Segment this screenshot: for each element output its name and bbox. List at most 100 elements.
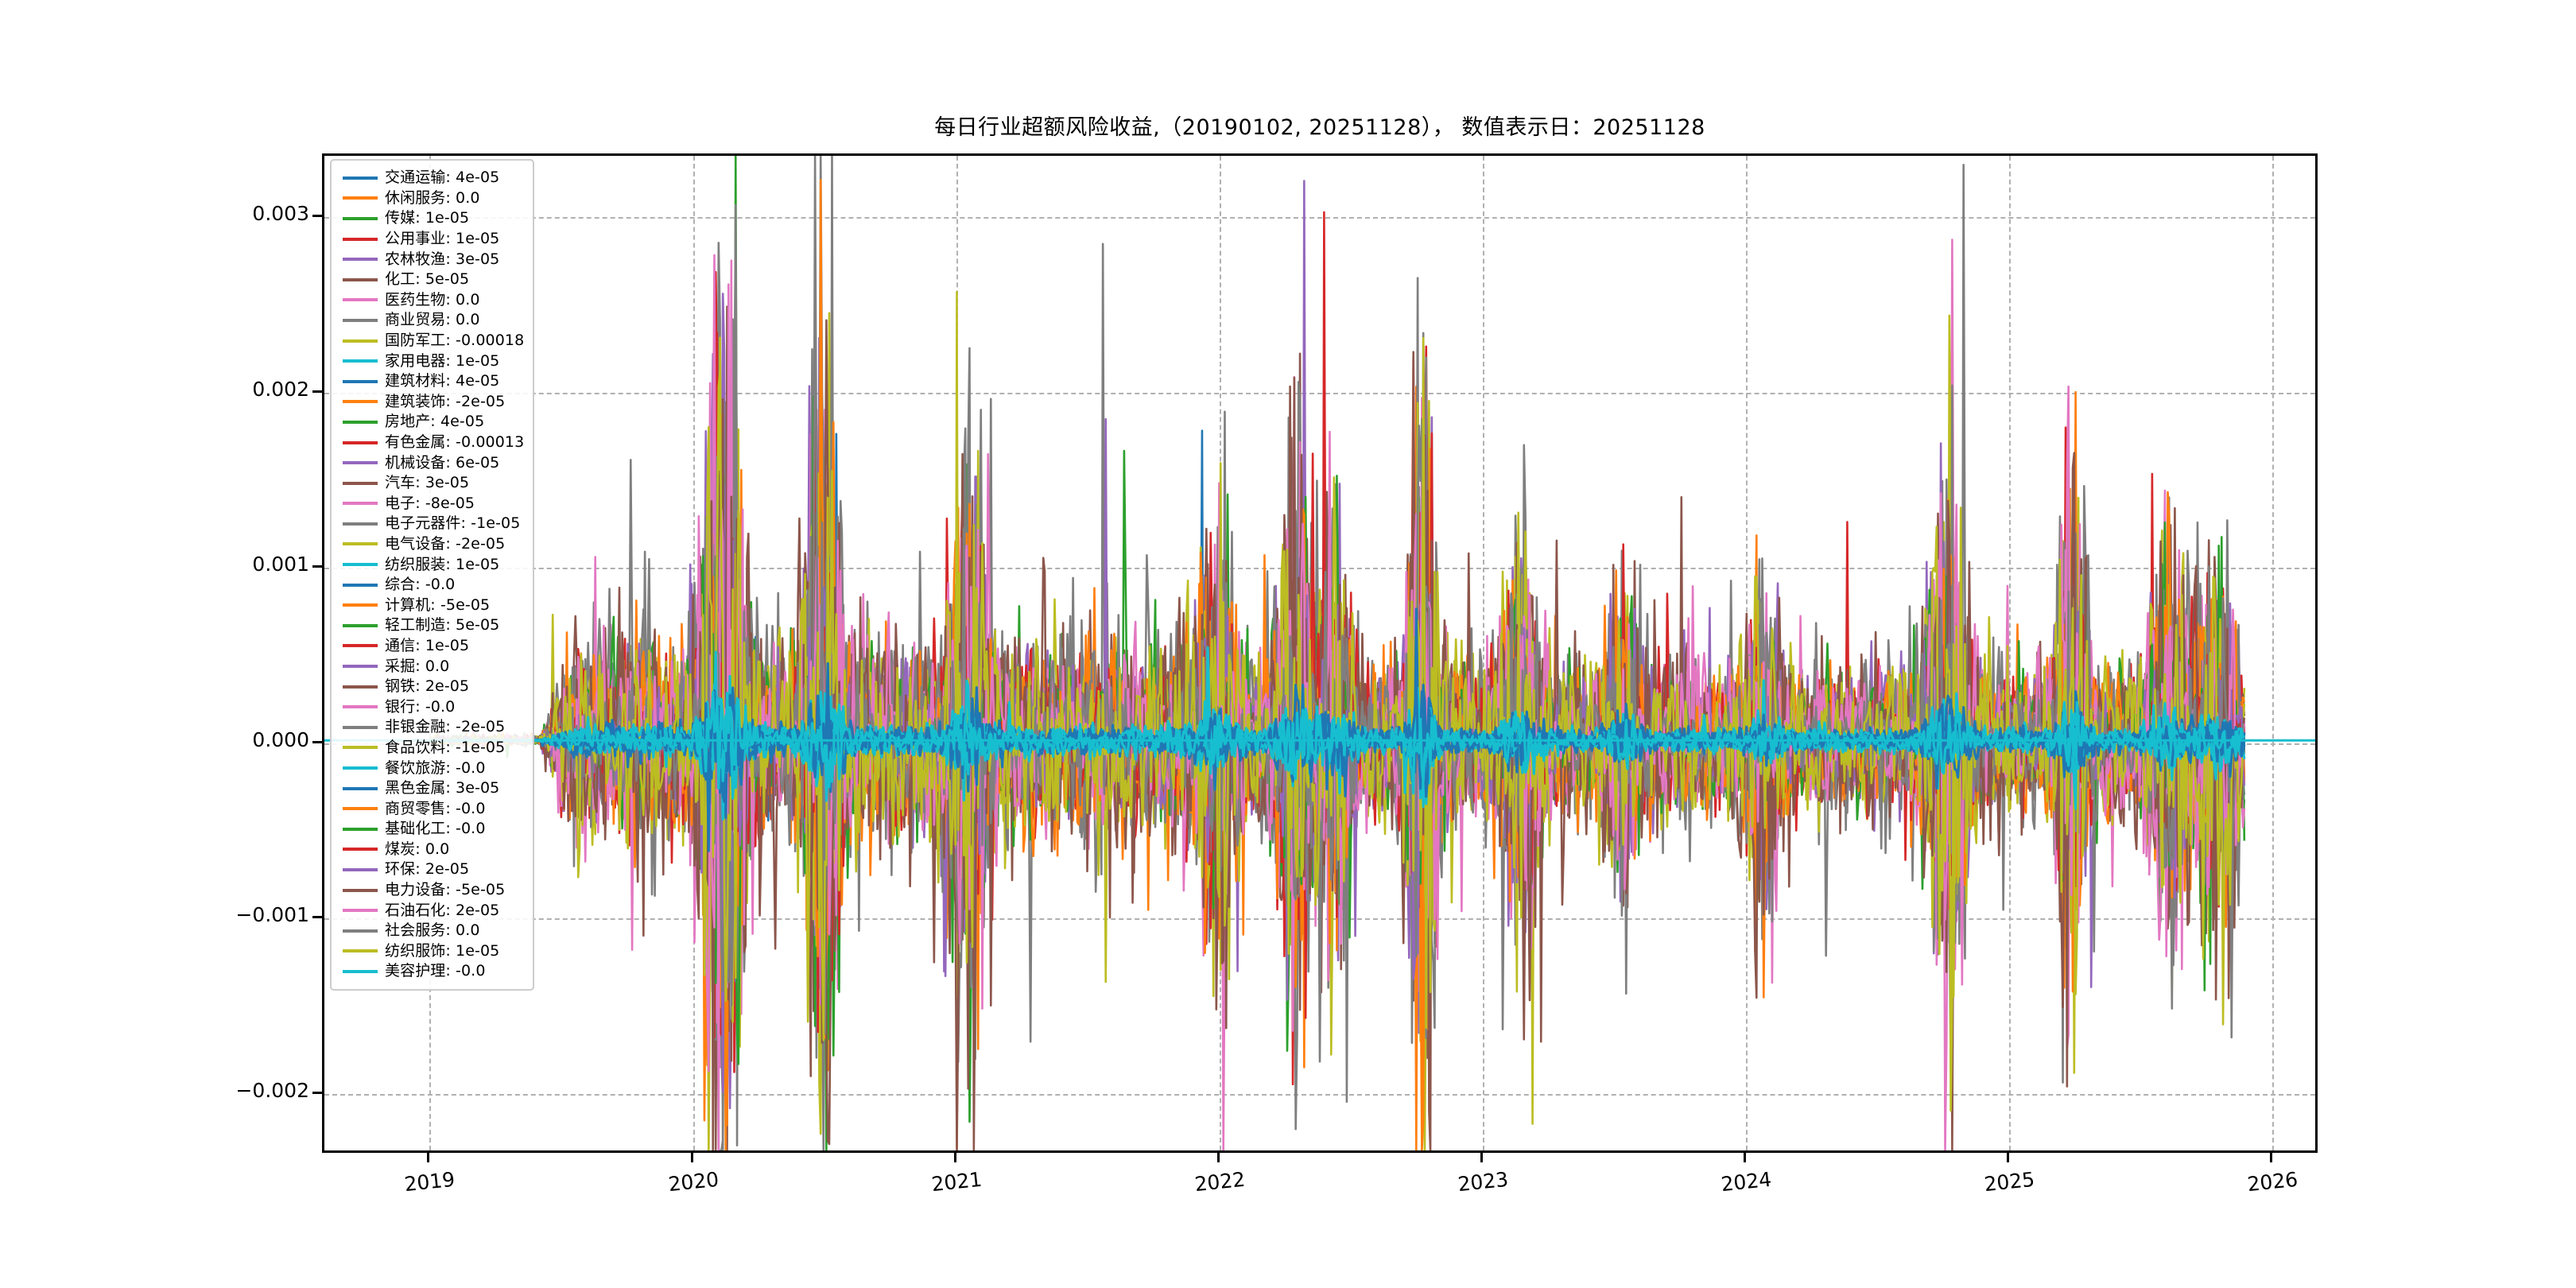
plot-axes[interactable] — [322, 153, 2318, 1153]
legend-item-label: 商贸零售: -0.0 — [385, 799, 486, 817]
legend-item[interactable]: 机械设备: 6e-05 — [338, 452, 526, 473]
legend-item[interactable]: 黑色金属: 3e-05 — [338, 778, 526, 799]
legend-item-label: 房地产: 4e-05 — [385, 413, 485, 431]
legend-color-swatch — [343, 379, 378, 383]
legend-item[interactable]: 食品饮料: -1e-05 — [338, 738, 526, 758]
legend-color-swatch — [343, 400, 378, 404]
legend-item-label: 商业贸易: 0.0 — [385, 311, 480, 329]
legend-item[interactable]: 商业贸易: 0.0 — [338, 310, 526, 331]
legend-item[interactable]: 农林牧渔: 3e-05 — [338, 249, 526, 270]
legend-item[interactable]: 石油石化: 2e-05 — [338, 900, 526, 921]
legend-item[interactable]: 电子: -8e-05 — [338, 494, 526, 514]
gridline-horizontal — [324, 392, 2315, 394]
legend-item-label: 综合: -0.0 — [385, 576, 456, 594]
legend-item[interactable]: 钢铁: 2e-05 — [338, 677, 526, 697]
legend-color-swatch — [343, 909, 378, 913]
legend-item[interactable]: 通信: 1e-05 — [338, 636, 526, 657]
legend-item[interactable]: 公用事业: 1e-05 — [338, 229, 526, 250]
chart-title: 每日行业超额风险收益,（20190102, 20251128）， 数值表示日：2… — [934, 115, 1705, 140]
legend-color-swatch — [343, 807, 378, 811]
legend-color-swatch — [343, 277, 378, 281]
y-tick-mark — [312, 1091, 322, 1094]
legend-item[interactable]: 煤炭: 0.0 — [338, 840, 526, 860]
legend-item-label: 环保: 2e-05 — [385, 860, 470, 879]
y-tick-mark — [312, 916, 322, 919]
legend-item-label: 电子元器件: -1e-05 — [385, 514, 521, 533]
legend-color-swatch — [343, 359, 378, 363]
legend-item[interactable]: 商贸零售: -0.0 — [338, 798, 526, 819]
legend-color-swatch — [343, 827, 378, 831]
x-tick-label: 2020 — [666, 1167, 720, 1197]
legend-item[interactable]: 国防军工: -0.00018 — [338, 331, 526, 351]
x-tick-label: 2022 — [1193, 1167, 1247, 1197]
legend-item[interactable]: 环保: 2e-05 — [338, 859, 526, 880]
legend-item-label: 社会服务: 0.0 — [385, 921, 480, 940]
legend-item[interactable]: 房地产: 4e-05 — [338, 412, 526, 433]
legend-color-swatch — [343, 848, 378, 852]
legend-item-label: 餐饮旅游: -0.0 — [385, 758, 486, 777]
legend-item[interactable]: 汽车: 3e-05 — [338, 473, 526, 494]
legend-item[interactable]: 交通运输: 4e-05 — [338, 168, 526, 188]
legend-item-label: 计算机: -5e-05 — [385, 596, 491, 614]
legend-item[interactable]: 电子元器件: -1e-05 — [338, 514, 526, 534]
legend-item[interactable]: 医药生物: 0.0 — [338, 290, 526, 311]
legend-item-label: 传媒: 1e-05 — [385, 209, 470, 227]
legend-color-swatch — [343, 725, 378, 729]
legend-color-swatch — [343, 969, 378, 973]
legend-color-swatch — [343, 176, 378, 180]
legend-item-label: 医药生物: 0.0 — [385, 290, 480, 308]
legend-item[interactable]: 休闲服务: 0.0 — [338, 188, 526, 209]
gridline-horizontal — [324, 1093, 2315, 1096]
y-tick-label: 0.000 — [252, 727, 309, 751]
legend-item[interactable]: 综合: -0.0 — [338, 575, 526, 596]
gridline-vertical — [2009, 156, 2012, 1150]
gridline-vertical — [1482, 156, 1484, 1150]
y-tick-label: 0.003 — [252, 202, 309, 226]
legend-item-label: 交通运输: 4e-05 — [385, 169, 500, 187]
x-tick-label: 2021 — [929, 1167, 983, 1197]
legend-box[interactable]: 交通运输: 4e-05 休闲服务: 0.0 传媒: 1e-05 公用事业: 1e-05… — [330, 159, 534, 991]
legend-item-label: 农林牧渔: 3e-05 — [385, 250, 500, 268]
legend-item[interactable]: 传媒: 1e-05 — [338, 208, 526, 229]
legend-color-swatch — [343, 603, 378, 607]
legend-item[interactable]: 化工: 5e-05 — [338, 270, 526, 290]
legend-item[interactable]: 非银金融: -2e-05 — [338, 717, 526, 738]
legend-item-label: 钢铁: 2e-05 — [385, 677, 470, 696]
legend-color-swatch — [343, 420, 378, 424]
legend-color-swatch — [343, 258, 378, 262]
legend-item[interactable]: 有色金属: -0.00013 — [338, 433, 526, 453]
legend-item[interactable]: 纺织服饰: 1e-05 — [338, 941, 526, 962]
legend-item[interactable]: 基础化工: -0.0 — [338, 819, 526, 840]
legend-item[interactable]: 电气设备: -2e-05 — [338, 534, 526, 555]
legend-item[interactable]: 电力设备: -5e-05 — [338, 880, 526, 901]
legend-color-swatch — [343, 949, 378, 953]
legend-item-label: 有色金属: -0.00013 — [385, 433, 525, 452]
legend-item[interactable]: 社会服务: 0.0 — [338, 921, 526, 941]
legend-item-label: 建筑装饰: -2e-05 — [385, 392, 506, 410]
legend-item-label: 银行: -0.0 — [385, 697, 456, 716]
legend-item[interactable]: 建筑装饰: -2e-05 — [338, 392, 526, 413]
legend-item[interactable]: 美容护理: -0.0 — [338, 961, 526, 982]
legend-item-label: 电力设备: -5e-05 — [385, 881, 506, 899]
legend-color-swatch — [343, 298, 378, 302]
legend-item[interactable]: 采掘: 0.0 — [338, 656, 526, 677]
legend-item-label: 汽车: 3e-05 — [385, 474, 470, 492]
legend-item[interactable]: 家用电器: 1e-05 — [338, 351, 526, 371]
legend-item-label: 公用事业: 1e-05 — [385, 230, 500, 248]
legend-color-swatch — [343, 623, 378, 627]
legend-color-swatch — [343, 440, 378, 444]
gridline-horizontal — [324, 568, 2315, 570]
legend-color-swatch — [343, 339, 378, 343]
legend-item[interactable]: 纺织服装: 1e-05 — [338, 554, 526, 575]
legend-item-label: 电子: -8e-05 — [385, 494, 475, 512]
legend-color-swatch — [343, 461, 378, 465]
legend-color-swatch — [343, 481, 378, 485]
legend-item[interactable]: 银行: -0.0 — [338, 696, 526, 717]
x-tick-mark — [690, 1153, 693, 1162]
legend-item-label: 休闲服务: 0.0 — [385, 188, 480, 207]
legend-item[interactable]: 建筑材料: 4e-05 — [338, 371, 526, 392]
legend-item[interactable]: 轻工制造: 5e-05 — [338, 615, 526, 636]
legend-item[interactable]: 餐饮旅游: -0.0 — [338, 758, 526, 778]
legend-item-label: 国防军工: -0.00018 — [385, 332, 525, 350]
legend-item[interactable]: 计算机: -5e-05 — [338, 595, 526, 615]
